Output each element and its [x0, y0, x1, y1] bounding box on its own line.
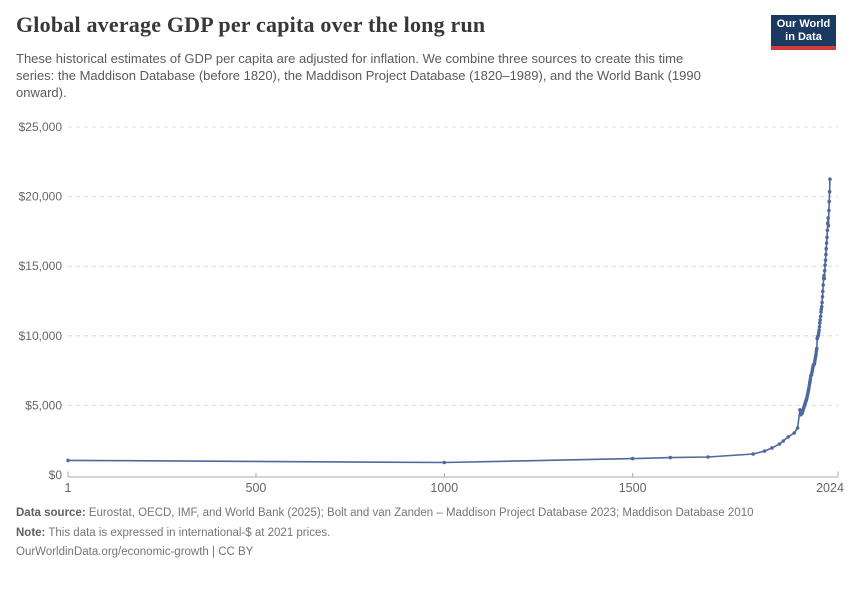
- data-source-text: Eurostat, OECD, IMF, and World Bank (202…: [85, 507, 754, 519]
- data-point: [630, 456, 635, 461]
- data-point: [706, 455, 710, 459]
- data-point: [442, 460, 447, 465]
- data-source-label: Data source:: [16, 507, 86, 519]
- data-point: [823, 263, 827, 267]
- data-point: [668, 455, 673, 460]
- data-point: [827, 189, 832, 194]
- data-point: [824, 246, 828, 251]
- y-tick-label: $5,000: [25, 398, 62, 412]
- owid-logo[interactable]: Our World in Data: [771, 15, 836, 50]
- data-point: [751, 452, 755, 456]
- y-tick-label: $15,000: [19, 259, 63, 273]
- data-point: [824, 252, 828, 257]
- data-point: [781, 439, 786, 443]
- data-point: [821, 289, 825, 294]
- data-point: [819, 307, 824, 312]
- data-point: [821, 283, 825, 287]
- y-tick-label: $10,000: [19, 329, 63, 343]
- data-point: [818, 318, 822, 322]
- data-point: [822, 273, 826, 278]
- y-tick-label: $25,000: [19, 120, 63, 134]
- data-point: [792, 431, 796, 435]
- data-point: [820, 300, 824, 305]
- y-tick-label: $20,000: [19, 190, 63, 204]
- data-point: [824, 241, 829, 245]
- data-point: [818, 314, 823, 319]
- data-point: [795, 426, 800, 430]
- y-tick-label: $0: [49, 468, 63, 482]
- data-point: [808, 377, 813, 381]
- chart-area: $0 $5,000 $10,000 $15,000 $20,000 $25,000 1 500…: [0, 110, 850, 506]
- data-source-line: Data source: Eurostat, OECD, IMF, and Wo…: [16, 506, 816, 521]
- data-point: [770, 446, 774, 450]
- owid-logo-line1: Our World: [776, 17, 831, 30]
- x-tick-label: 1500: [619, 481, 647, 495]
- data-point: [827, 199, 831, 204]
- x-tick-label: 500: [246, 481, 267, 495]
- chart-subtitle: These historical estimates of GDP per ca…: [16, 51, 701, 100]
- data-point: [66, 458, 70, 463]
- data-point: [828, 177, 832, 181]
- chart-footer: Data source: Eurostat, OECD, IMF, and Wo…: [16, 506, 816, 565]
- note-line: Note: This data is expressed in internat…: [16, 526, 816, 541]
- y-axis-labels: $0 $5,000 $10,000 $15,000 $20,000 $25,000: [19, 120, 63, 482]
- owid-logo-line2: in Data: [785, 30, 822, 43]
- attribution-line: OurWorldinData.org/economic-growth | CC …: [16, 545, 816, 560]
- x-tick-label: 1000: [430, 481, 458, 495]
- data-point: [826, 216, 830, 220]
- gdp-line[interactable]: [67, 179, 831, 464]
- chart-title: Global average GDP per capita over the l…: [16, 12, 486, 37]
- data-point: [814, 351, 818, 356]
- attribution-link[interactable]: OurWorldinData.org/economic-growth | CC …: [16, 546, 254, 558]
- data-point: [826, 224, 831, 228]
- data-point: [822, 268, 827, 273]
- note-label: Note:: [16, 526, 46, 539]
- data-point: [817, 328, 821, 332]
- data-point: [815, 346, 819, 351]
- data-point: [825, 235, 829, 240]
- data-point: [819, 304, 824, 309]
- data-point: [820, 295, 825, 299]
- data-point: [827, 208, 831, 213]
- data-point: [777, 442, 782, 446]
- data-point: [786, 435, 790, 439]
- data-point: [822, 276, 827, 281]
- x-tick-label: 2024: [816, 481, 844, 495]
- y-gridlines: [68, 126, 838, 406]
- data-point: [762, 449, 767, 453]
- data-point: [818, 321, 822, 325]
- data-point: [798, 408, 802, 412]
- note-text: This data is expressed in international-…: [45, 526, 331, 539]
- data-point: [825, 228, 830, 233]
- data-point: [817, 325, 822, 329]
- x-tick-label: 1: [65, 481, 72, 495]
- gdp-points: [66, 177, 832, 465]
- data-point: [823, 258, 828, 262]
- x-axis: 1 500 1000 1500 2024: [65, 471, 844, 495]
